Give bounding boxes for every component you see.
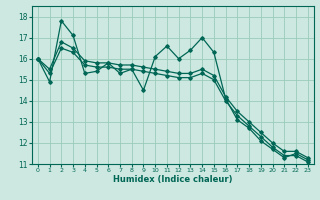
X-axis label: Humidex (Indice chaleur): Humidex (Indice chaleur) xyxy=(113,175,233,184)
